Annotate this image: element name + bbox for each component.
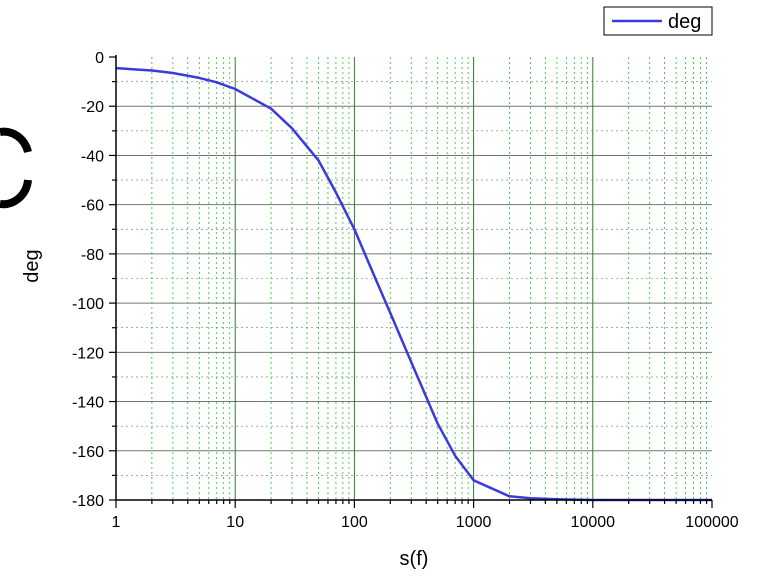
x-tick-label: 1000	[456, 514, 492, 531]
legend: deg	[603, 6, 713, 36]
y-axis-title: deg	[21, 249, 43, 282]
y-tick-label: -180	[72, 493, 104, 510]
x-axis-title: s(f)	[400, 548, 429, 570]
x-tick-label: 100	[341, 514, 368, 531]
x-tick-label: 100000	[685, 514, 738, 531]
x-tick-label: 1	[112, 514, 121, 531]
y-tick-label: -80	[81, 247, 104, 264]
y-tick-label: -60	[81, 198, 104, 215]
y-tick-label: -100	[72, 296, 104, 313]
legend-label: deg	[668, 11, 701, 33]
y-tick-label: -140	[72, 395, 104, 412]
tick-labels: 0 -20 -40 -60 -80 -100 -120 -140 -160 -180 1 10 100 1…	[72, 50, 739, 531]
axes	[109, 55, 713, 508]
y-tick-label: -20	[81, 99, 104, 116]
x-tick-label: 10000	[571, 514, 616, 531]
series-line	[115, 66, 712, 502]
y-tick-label: -160	[72, 444, 104, 461]
grid	[116, 57, 712, 500]
y-tick-label: -40	[81, 148, 104, 165]
partial-ring-glyph	[0, 127, 32, 209]
y-tick-label: 0	[95, 50, 104, 67]
series-layer	[115, 66, 712, 502]
x-tick-label: 10	[226, 514, 244, 531]
y-tick-label: -120	[72, 345, 104, 362]
